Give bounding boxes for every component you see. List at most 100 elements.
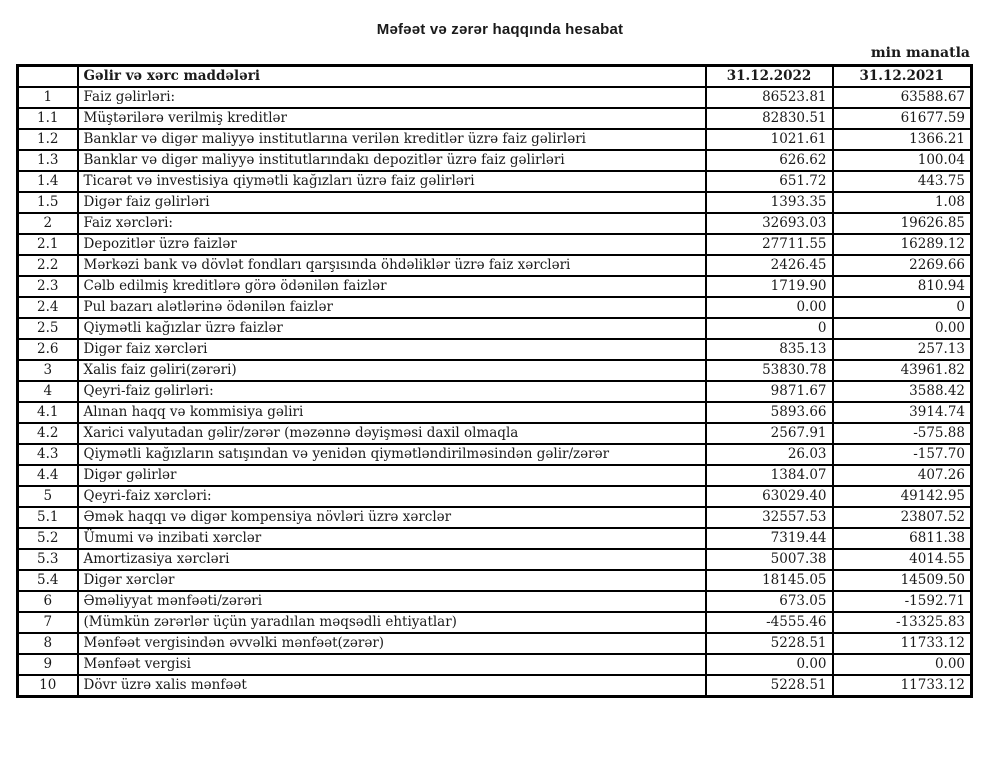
- row-value-2021: 61677.59: [831, 106, 973, 130]
- row-value-2021: -575.88: [831, 421, 973, 445]
- row-value-2022: 651.72: [704, 169, 834, 193]
- row-number: 1.2: [16, 127, 79, 151]
- row-value-2021: -157.70: [831, 442, 973, 466]
- row-label: Qiymətli kağızlar üzrə faizlər: [76, 316, 707, 340]
- row-value-2021: 43961.82: [831, 358, 973, 382]
- row-value-2021: 49142.95: [831, 484, 973, 508]
- row-value-2021: 810.94: [831, 274, 973, 298]
- row-label: Əməliyyat mənfəəti/zərəri: [76, 589, 707, 613]
- row-value-2022: 0: [704, 316, 834, 340]
- table-row: 2.6 Digər faiz xərcləri 835.13 257.13: [16, 337, 973, 361]
- row-value-2021: 11733.12: [831, 631, 973, 655]
- table-row: 2.5 Qiymətli kağızlar üzrə faizlər 0 0.0…: [16, 316, 973, 340]
- header-col-2022: 31.12.2022: [704, 64, 834, 88]
- row-label: Mərkəzi bank və dövlət fondları qarşısın…: [76, 253, 707, 277]
- row-value-2022: 18145.05: [704, 568, 834, 592]
- row-value-2022: 5228.51: [704, 673, 834, 698]
- table-row: 3 Xalis faiz gəliri(zərəri) 53830.78 439…: [16, 358, 973, 382]
- row-number: 4.1: [16, 400, 79, 424]
- row-value-2022: 2567.91: [704, 421, 834, 445]
- row-number: 4.4: [16, 463, 79, 487]
- row-value-2022: 0.00: [704, 295, 834, 319]
- row-number: 4: [16, 379, 79, 403]
- row-number: 2.2: [16, 253, 79, 277]
- row-label: Qeyri-faiz xərcləri:: [76, 484, 707, 508]
- table-row: 1.5 Digər faiz gəlirləri 1393.35 1.08: [16, 190, 973, 214]
- table-row: 5.1 Əmək haqqı və digər kompensiya növlə…: [16, 505, 973, 529]
- row-value-2022: 835.13: [704, 337, 834, 361]
- row-value-2021: 257.13: [831, 337, 973, 361]
- row-value-2021: 3588.42: [831, 379, 973, 403]
- table-row: 4.2 Xarici valyutadan gəlir/zərər (məzən…: [16, 421, 973, 445]
- table-row: 8 Mənfəət vergisindən əvvəlki mənfəət(zə…: [16, 631, 973, 655]
- row-label: Digər faiz xərcləri: [76, 337, 707, 361]
- row-value-2022: 32557.53: [704, 505, 834, 529]
- row-number: 1.3: [16, 148, 79, 172]
- table-row: 1.2 Banklar və digər maliyyə institutlar…: [16, 127, 973, 151]
- profit-loss-table: Gəlir və xərc maddələri 31.12.2022 31.12…: [16, 64, 973, 698]
- row-label: Qeyri-faiz gəlirləri:: [76, 379, 707, 403]
- row-label: Mənfəət vergisi: [76, 652, 707, 676]
- row-number: 4.3: [16, 442, 79, 466]
- table-row: 7 (Mümkün zərərlər üçün yaradılan məqsəd…: [16, 610, 973, 634]
- row-value-2022: 1393.35: [704, 190, 834, 214]
- table-row: 5.2 Ümumi və inzibati xərclər 7319.44 68…: [16, 526, 973, 550]
- table-row: 1 Faiz gəlirləri: 86523.81 63588.67: [16, 85, 973, 109]
- row-value-2021: 1366.21: [831, 127, 973, 151]
- table-row: 2.1 Depozitlər üzrə faizlər 27711.55 162…: [16, 232, 973, 256]
- table-row: 1.4 Ticarət və investisiya qiymətli kağı…: [16, 169, 973, 193]
- row-number: 2.4: [16, 295, 79, 319]
- header-number-cell: [16, 64, 79, 88]
- table-row: 2.4 Pul bazarı alətlərinə ödənilən faizl…: [16, 295, 973, 319]
- row-value-2022: 82830.51: [704, 106, 834, 130]
- table-row: 1.1 Müştərilərə verilmiş kreditlər 82830…: [16, 106, 973, 130]
- row-value-2022: 27711.55: [704, 232, 834, 256]
- row-label: Faiz xərcləri:: [76, 211, 707, 235]
- row-value-2021: 11733.12: [831, 673, 973, 698]
- table-row: 6 Əməliyyat mənfəəti/zərəri 673.05 -1592…: [16, 589, 973, 613]
- row-value-2021: 4014.55: [831, 547, 973, 571]
- row-number: 2.5: [16, 316, 79, 340]
- row-value-2022: 32693.03: [704, 211, 834, 235]
- row-label: Banklar və digər maliyyə institutlarında…: [76, 148, 707, 172]
- row-label: Mənfəət vergisindən əvvəlki mənfəət(zərə…: [76, 631, 707, 655]
- row-number: 5.3: [16, 547, 79, 571]
- table-row: 5.4 Digər xərclər 18145.05 14509.50: [16, 568, 973, 592]
- page-title: Məfəət və zərər haqqında hesabat: [376, 21, 624, 38]
- row-number: 2.3: [16, 274, 79, 298]
- row-value-2022: -4555.46: [704, 610, 834, 634]
- row-label: Banklar və digər maliyyə institutlarına …: [76, 127, 707, 151]
- header-col-2021: 31.12.2021: [831, 64, 973, 88]
- row-value-2021: -13325.83: [831, 610, 973, 634]
- row-label: Alınan haqq və kommisiya gəliri: [76, 400, 707, 424]
- row-value-2022: 1719.90: [704, 274, 834, 298]
- row-label: Amortizasiya xərcləri: [76, 547, 707, 571]
- unit-note: min manatla: [870, 45, 970, 61]
- row-label: Qiymətli kağızların satışından və yenidə…: [76, 442, 707, 466]
- row-number: 4.2: [16, 421, 79, 445]
- row-value-2021: 100.04: [831, 148, 973, 172]
- table-row: 10 Dövr üzrə xalis mənfəət 5228.51 11733…: [16, 673, 973, 698]
- row-value-2022: 1384.07: [704, 463, 834, 487]
- row-value-2022: 673.05: [704, 589, 834, 613]
- row-value-2022: 9871.67: [704, 379, 834, 403]
- row-value-2021: 3914.74: [831, 400, 973, 424]
- table-row: 1.3 Banklar və digər maliyyə institutlar…: [16, 148, 973, 172]
- row-value-2022: 86523.81: [704, 85, 834, 109]
- header-items-label: Gəlir və xərc maddələri: [76, 64, 707, 88]
- table-row: 5.3 Amortizasiya xərcləri 5007.38 4014.5…: [16, 547, 973, 571]
- row-value-2021: 63588.67: [831, 85, 973, 109]
- table-row: 5 Qeyri-faiz xərcləri: 63029.40 49142.95: [16, 484, 973, 508]
- row-value-2022: 5893.66: [704, 400, 834, 424]
- table-row: 4.1 Alınan haqq və kommisiya gəliri 5893…: [16, 400, 973, 424]
- row-value-2021: 19626.85: [831, 211, 973, 235]
- table-row: 2 Faiz xərcləri: 32693.03 19626.85: [16, 211, 973, 235]
- row-label: Dövr üzrə xalis mənfəət: [76, 673, 707, 698]
- table-row: 4.3 Qiymətli kağızların satışından və ye…: [16, 442, 973, 466]
- row-value-2022: 63029.40: [704, 484, 834, 508]
- row-label: Digər xərclər: [76, 568, 707, 592]
- row-label: Depozitlər üzrə faizlər: [76, 232, 707, 256]
- row-value-2021: 0: [831, 295, 973, 319]
- row-value-2021: 6811.38: [831, 526, 973, 550]
- row-value-2021: 16289.12: [831, 232, 973, 256]
